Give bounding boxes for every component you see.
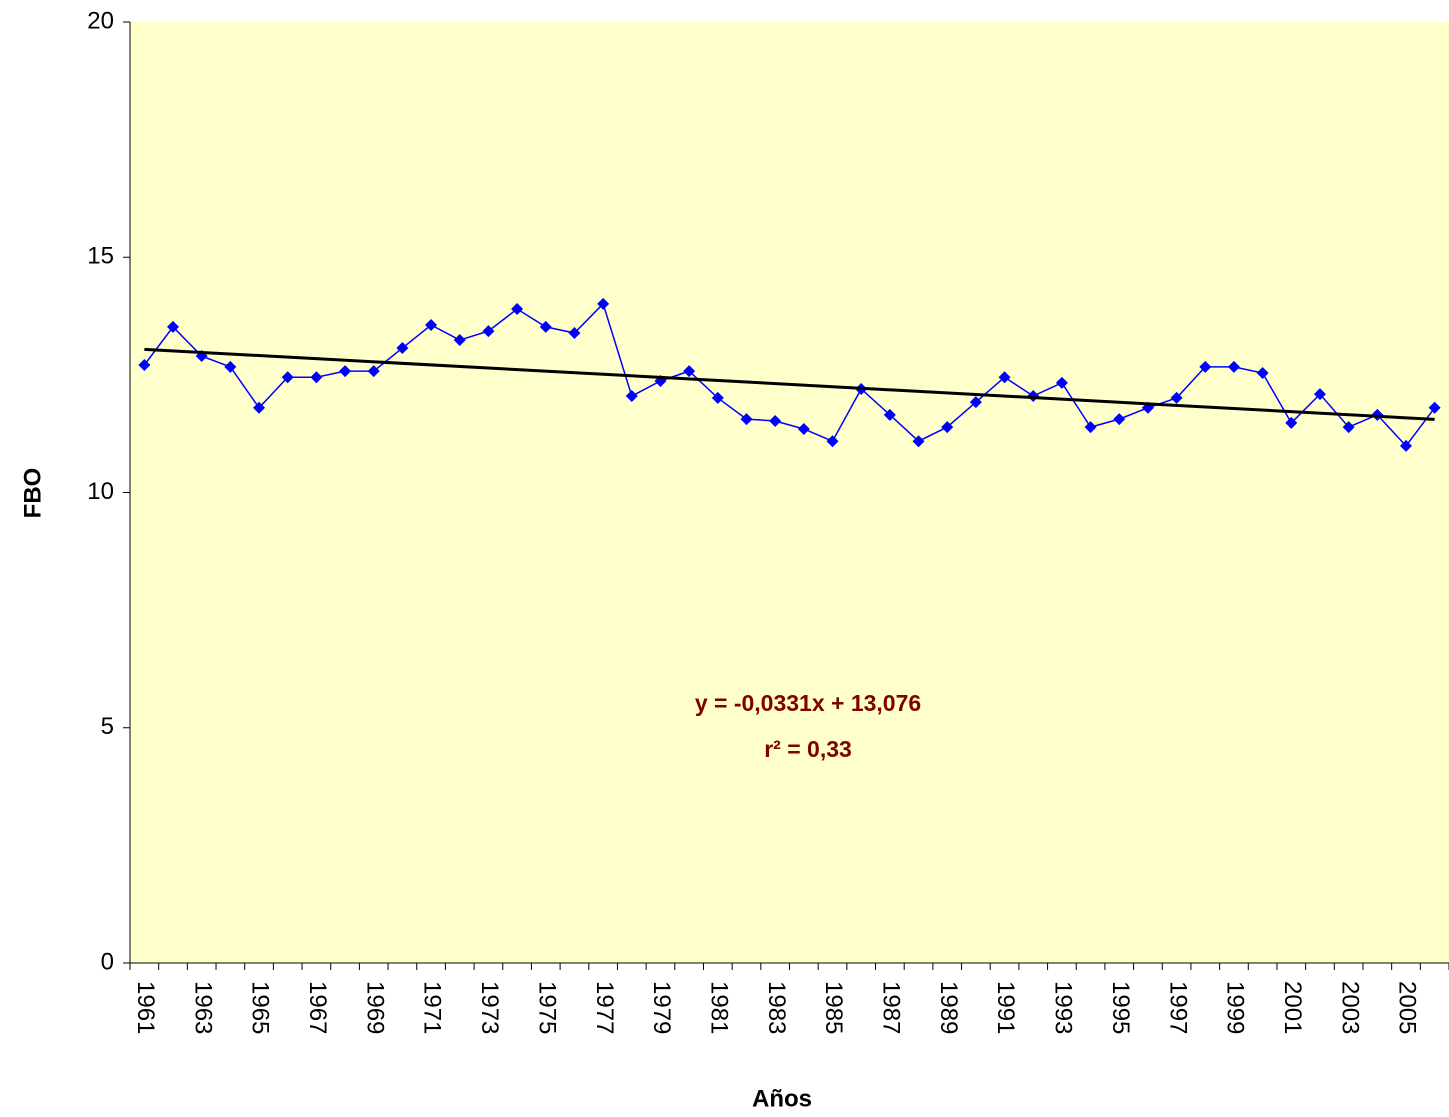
marker xyxy=(367,365,380,378)
marker xyxy=(769,414,782,427)
x-tick-label: 1961 xyxy=(132,981,159,1034)
x-tick-label: 1971 xyxy=(419,981,446,1034)
marker xyxy=(1313,388,1326,401)
annotation: r² = 0,33 xyxy=(764,736,852,762)
marker xyxy=(1399,439,1412,452)
x-tick-label: 2001 xyxy=(1279,981,1306,1034)
marker xyxy=(1113,413,1126,426)
marker xyxy=(138,358,151,371)
marker xyxy=(224,360,237,373)
marker xyxy=(253,401,266,414)
marker xyxy=(511,303,524,316)
annotation: y = -0,0331x + 13,076 xyxy=(695,690,921,716)
marker xyxy=(826,435,839,448)
plot-area xyxy=(130,22,1449,963)
marker xyxy=(797,422,810,435)
marker xyxy=(425,319,438,332)
marker xyxy=(1256,366,1269,379)
marker xyxy=(711,391,724,404)
x-tick-label: 2003 xyxy=(1336,981,1363,1034)
x-tick-label: 2005 xyxy=(1394,981,1421,1034)
y-tick-label: 10 xyxy=(87,478,114,505)
y-tick-label: 20 xyxy=(87,7,114,34)
marker xyxy=(1428,401,1441,414)
marker xyxy=(396,342,409,355)
x-tick-label: 1991 xyxy=(992,981,1019,1034)
series-line xyxy=(143,302,1436,448)
x-tick-label: 1997 xyxy=(1164,981,1191,1034)
x-tick-label: 1977 xyxy=(591,981,618,1034)
x-tick-label: 1981 xyxy=(705,981,732,1034)
marker xyxy=(1199,360,1212,373)
x-tick-label: 1979 xyxy=(648,981,675,1034)
x-tick-label: 1975 xyxy=(533,981,560,1034)
marker xyxy=(568,327,581,340)
x-tick-label: 1989 xyxy=(935,981,962,1034)
x-tick-label: 1967 xyxy=(304,981,331,1034)
marker xyxy=(969,396,982,409)
marker xyxy=(539,320,552,333)
x-axis-title: Años xyxy=(752,1085,812,1112)
marker xyxy=(1084,421,1097,434)
marker xyxy=(998,371,1011,384)
y-tick-label: 15 xyxy=(87,243,114,270)
trend-line xyxy=(144,347,1435,421)
marker xyxy=(740,413,753,426)
marker xyxy=(941,421,954,434)
marker xyxy=(912,435,925,448)
x-tick-label: 1983 xyxy=(763,981,790,1034)
x-tick-label: 1993 xyxy=(1050,981,1077,1034)
marker xyxy=(281,371,294,384)
y-tick-label: 0 xyxy=(101,948,114,975)
marker xyxy=(167,320,180,333)
x-tick-label: 1999 xyxy=(1222,981,1249,1034)
x-tick-label: 1963 xyxy=(189,981,216,1034)
x-tick-label: 1969 xyxy=(361,981,388,1034)
marker xyxy=(339,365,352,378)
marker xyxy=(883,408,896,421)
marker xyxy=(1170,391,1183,404)
marker xyxy=(683,365,696,378)
marker xyxy=(1342,421,1355,434)
marker xyxy=(625,390,638,403)
marker xyxy=(1055,376,1068,389)
marker xyxy=(453,334,466,347)
x-tick-label: 1995 xyxy=(1107,981,1134,1034)
marker xyxy=(1227,360,1240,373)
marker xyxy=(482,325,495,338)
marker xyxy=(1285,416,1298,429)
x-tick-label: 1985 xyxy=(820,981,847,1034)
x-tick-label: 1973 xyxy=(476,981,503,1034)
y-tick-label: 5 xyxy=(101,713,114,740)
marker xyxy=(597,297,610,310)
x-tick-label: 1987 xyxy=(878,981,905,1034)
marker xyxy=(310,371,323,384)
x-tick-label: 1965 xyxy=(247,981,274,1034)
y-axis-title: FBO xyxy=(19,468,46,519)
